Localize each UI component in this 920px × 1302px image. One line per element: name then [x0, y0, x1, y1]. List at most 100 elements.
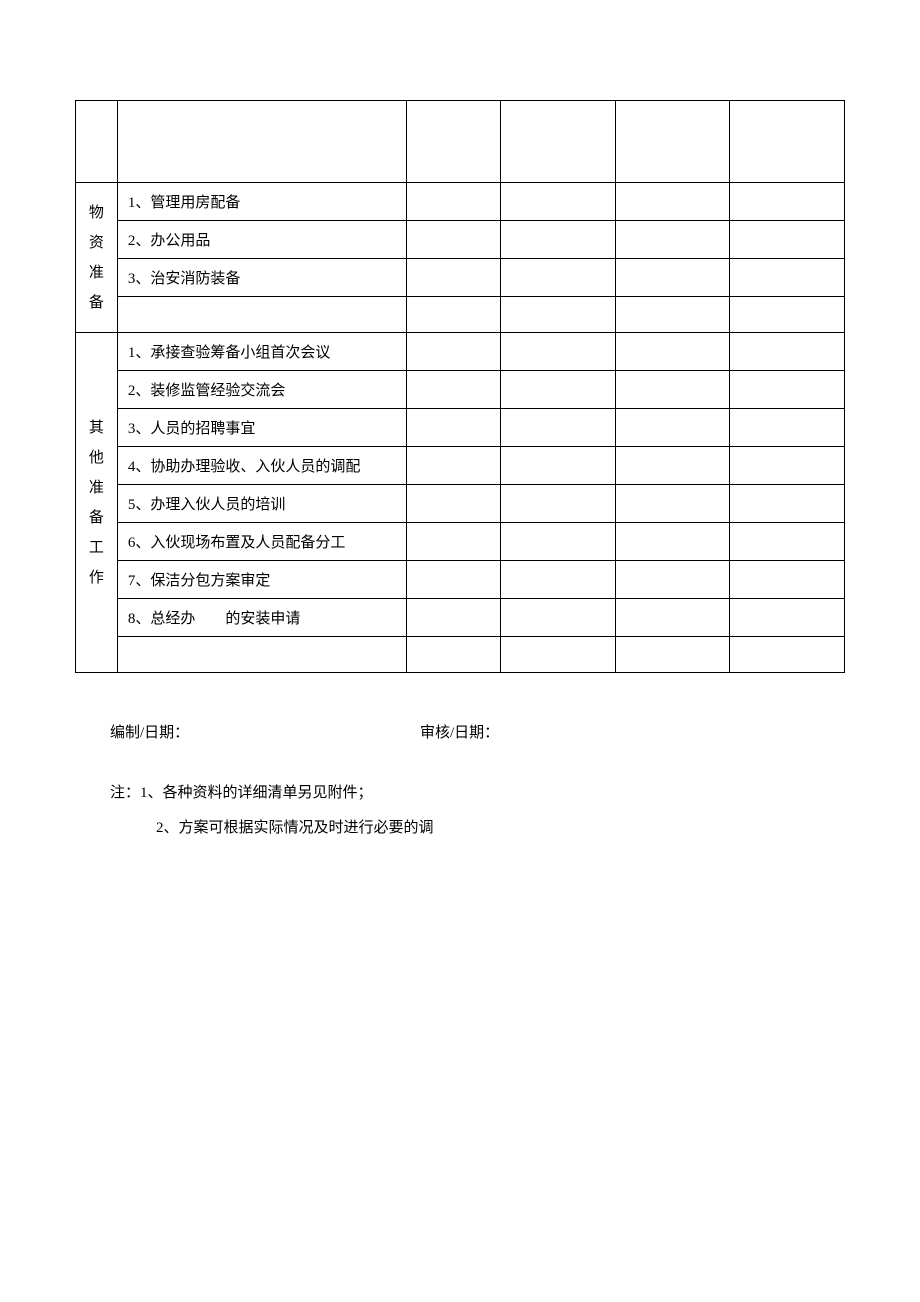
task-cell: 3、治安消防装备	[117, 259, 406, 297]
data-cell	[730, 637, 845, 673]
data-cell	[501, 561, 616, 599]
task-cell: 8、总经办 的安装申请	[117, 599, 406, 637]
task-cell: 6、入伙现场布置及人员配备分工	[117, 523, 406, 561]
preparation-table: 物 资 准 备 1、管理用房配备 2、办公用品 3、治安消防装备	[75, 100, 845, 673]
data-cell	[501, 371, 616, 409]
note-line-2: 2、方案可根据实际情况及时进行必要的调	[110, 813, 810, 843]
header-cell-4	[501, 101, 616, 183]
vertical-label-other: 其 他 准 备 工 作	[76, 413, 117, 593]
note-prefix: 注：	[110, 785, 140, 801]
data-cell	[615, 485, 730, 523]
task-cell: 4、协助办理验收、入伙人员的调配	[117, 447, 406, 485]
page-container: 物 资 准 备 1、管理用房配备 2、办公用品 3、治安消防装备	[0, 0, 920, 843]
data-cell	[730, 221, 845, 259]
data-cell	[730, 183, 845, 221]
data-cell	[406, 371, 501, 409]
data-cell	[501, 183, 616, 221]
data-cell	[501, 409, 616, 447]
table-row: 4、协助办理验收、入伙人员的调配	[76, 447, 845, 485]
task-cell: 1、承接查验筹备小组首次会议	[117, 333, 406, 371]
task-cell: 3、人员的招聘事宜	[117, 409, 406, 447]
data-cell	[501, 297, 616, 333]
category-cell-other: 其 他 准 备 工 作	[76, 333, 118, 673]
task-cell: 7、保洁分包方案审定	[117, 561, 406, 599]
table-row	[76, 637, 845, 673]
data-cell	[730, 561, 845, 599]
task-cell: 5、办理入伙人员的培训	[117, 485, 406, 523]
table-row: 5、办理入伙人员的培训	[76, 485, 845, 523]
data-cell	[406, 183, 501, 221]
data-cell	[615, 637, 730, 673]
task-cell	[117, 637, 406, 673]
table-row: 其 他 准 备 工 作 1、承接查验筹备小组首次会议	[76, 333, 845, 371]
data-cell	[501, 259, 616, 297]
vertical-label-materials: 物 资 准 备	[76, 198, 117, 318]
data-cell	[406, 599, 501, 637]
data-cell	[615, 221, 730, 259]
task-cell: 1、管理用房配备	[117, 183, 406, 221]
table-row: 3、治安消防装备	[76, 259, 845, 297]
data-cell	[501, 599, 616, 637]
footer-section: 编制/日期： 审核/日期： 注：1、各种资料的详细清单另见附件； 2、方案可根据…	[75, 673, 845, 843]
data-cell	[615, 333, 730, 371]
header-cell-task	[117, 101, 406, 183]
data-cell	[730, 297, 845, 333]
data-cell	[615, 523, 730, 561]
table-row: 物 资 准 备 1、管理用房配备	[76, 183, 845, 221]
data-cell	[406, 259, 501, 297]
data-cell	[501, 637, 616, 673]
task-cell	[117, 297, 406, 333]
table-row: 7、保洁分包方案审定	[76, 561, 845, 599]
signature-reviewed-by: 审核/日期：	[420, 718, 810, 748]
data-cell	[406, 221, 501, 259]
data-cell	[615, 409, 730, 447]
data-cell	[501, 221, 616, 259]
data-cell	[730, 485, 845, 523]
data-cell	[730, 259, 845, 297]
table-row: 6、入伙现场布置及人员配备分工	[76, 523, 845, 561]
data-cell	[406, 561, 501, 599]
notes-section: 注：1、各种资料的详细清单另见附件； 2、方案可根据实际情况及时进行必要的调	[110, 778, 810, 843]
data-cell	[615, 259, 730, 297]
data-cell	[501, 523, 616, 561]
signature-prepared-by: 编制/日期：	[110, 718, 420, 748]
data-cell	[406, 485, 501, 523]
note-line-1: 注：1、各种资料的详细清单另见附件；	[110, 778, 810, 808]
table-row	[76, 297, 845, 333]
data-cell	[615, 371, 730, 409]
task-cell: 2、办公用品	[117, 221, 406, 259]
header-cell-6	[730, 101, 845, 183]
data-cell	[730, 371, 845, 409]
data-cell	[730, 447, 845, 485]
task-cell: 2、装修监管经验交流会	[117, 371, 406, 409]
data-cell	[501, 485, 616, 523]
header-cell-3	[406, 101, 501, 183]
data-cell	[615, 561, 730, 599]
header-cell-5	[615, 101, 730, 183]
signature-row: 编制/日期： 审核/日期：	[110, 718, 810, 748]
data-cell	[501, 447, 616, 485]
data-cell	[406, 447, 501, 485]
data-cell	[406, 297, 501, 333]
data-cell	[615, 297, 730, 333]
table-header-row	[76, 101, 845, 183]
data-cell	[615, 447, 730, 485]
table-row: 2、装修监管经验交流会	[76, 371, 845, 409]
data-cell	[615, 183, 730, 221]
category-cell-materials: 物 资 准 备	[76, 183, 118, 333]
header-cell-category	[76, 101, 118, 183]
data-cell	[730, 599, 845, 637]
data-cell	[730, 333, 845, 371]
data-cell	[730, 523, 845, 561]
data-cell	[406, 333, 501, 371]
note-1-text: 1、各种资料的详细清单另见附件；	[140, 785, 373, 801]
table-row: 2、办公用品	[76, 221, 845, 259]
data-cell	[406, 637, 501, 673]
table-row: 8、总经办 的安装申请	[76, 599, 845, 637]
data-cell	[406, 409, 501, 447]
table-row: 3、人员的招聘事宜	[76, 409, 845, 447]
data-cell	[406, 523, 501, 561]
data-cell	[615, 599, 730, 637]
data-cell	[730, 409, 845, 447]
data-cell	[501, 333, 616, 371]
